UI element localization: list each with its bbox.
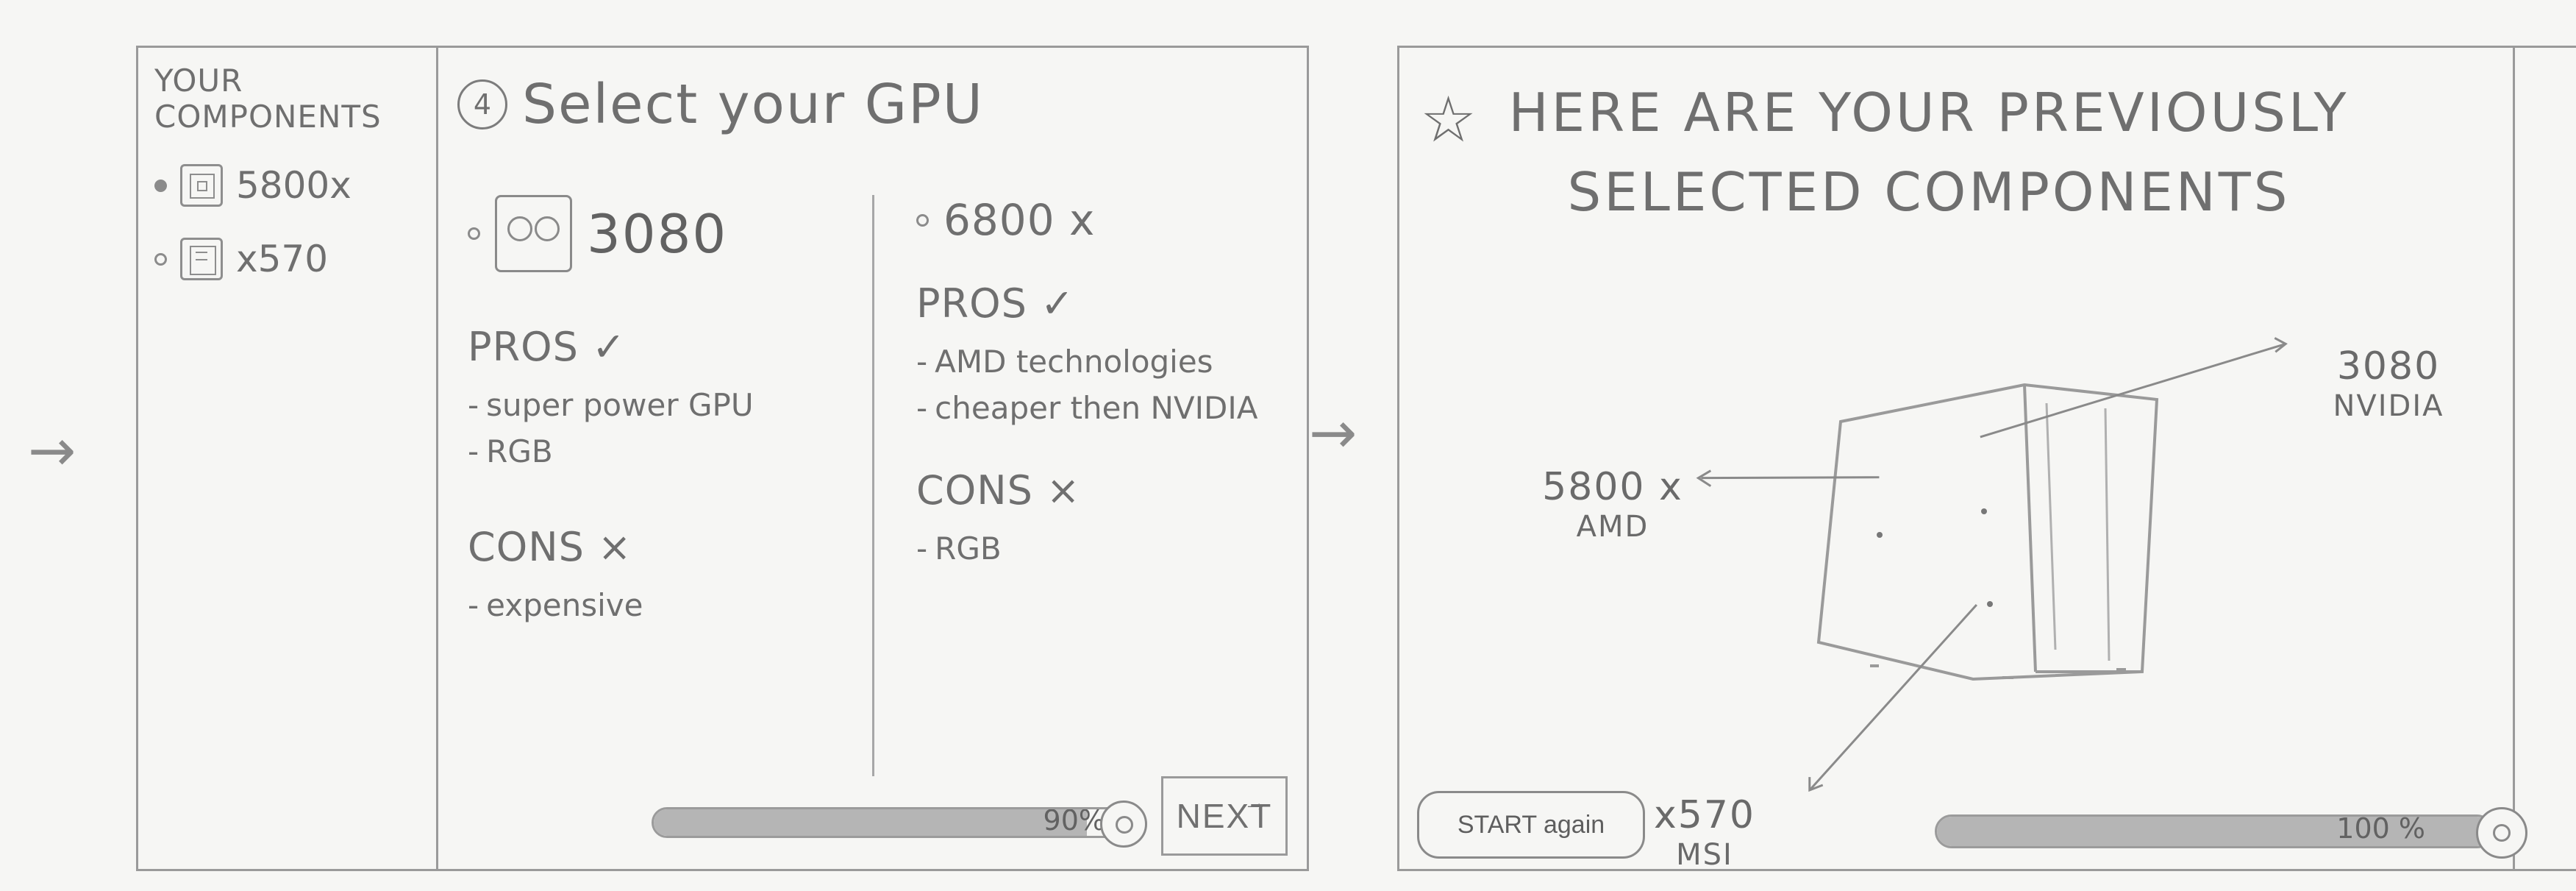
sidebar-item-motherboard-label: x570 [236,238,329,280]
gpu-selection-main: 4 Select your GPU 3080 PROS ✓ - super pow… [438,48,1307,869]
pc-case-illustration [1811,377,2190,709]
select-gpu-screen: YOUR COMPONENTS 5800x x570 4 Select your… [136,46,1309,871]
pros-item: - super power GPU [468,387,754,423]
cons-item: - expensive [468,587,643,624]
summary-screen: ☆ HERE ARE YOUR PREVIOUSLY SELECTED COMP… [1397,46,2527,872]
radio-icon[interactable] [916,213,929,227]
radio-selected-icon [154,179,167,192]
cons-heading: CONS × [916,467,1081,514]
progress-fill [654,809,1087,836]
motherboard-icon [180,238,223,280]
flow-arrow-middle: → [1309,400,1357,466]
gpu-option-3080[interactable]: 3080 PROS ✓ - super power GPU - RGB CONS ×… [468,195,843,631]
progress-bar: 100 % [1935,814,2494,848]
component-label-gpu: 3080 NVIDIA [2308,344,2469,423]
cons-heading: CONS × [468,524,632,571]
component-model: 3080 [2336,344,2441,388]
cpu-chip-icon [180,164,223,207]
component-brand: MSI [1676,837,1733,872]
component-brand: AMD [1576,509,1649,544]
star-icon: ☆ [1420,83,1477,157]
radio-icon[interactable] [468,227,480,240]
summary-title-line-1: HERE ARE YOUR PREVIOUSLY [1508,82,2350,143]
pros-item: - cheaper then NVIDIA [916,389,1258,426]
pros-item: - RGB [468,433,553,469]
component-brand: NVIDIA [2333,388,2444,423]
progress-label: 100 % [2336,814,2425,845]
pros-heading: PROS ✓ [468,324,627,370]
gpu-option-name: 6800 x [943,195,1096,245]
next-button[interactable]: → NEXT [1161,776,1288,856]
step-header: 4 Select your GPU [457,73,1288,136]
start-again-button[interactable]: START again [1417,791,1645,859]
cons-item: - RGB [916,530,1002,567]
your-components-sidebar: YOUR COMPONENTS 5800x x570 [138,48,438,869]
pc-case-icon [1816,383,2159,681]
gpu-options: 3080 PROS ✓ - super power GPU - RGB CONS ×… [468,195,1285,776]
sidebar-title: YOUR COMPONENTS [154,63,382,135]
next-screen-edge [2515,46,2576,871]
pros-item: - AMD technologies [916,344,1213,380]
flow-arrow-left: → [28,418,76,484]
progress-fill [1937,817,2491,846]
component-model: x570 [1653,793,1756,837]
sidebar-item-cpu-label: 5800x [236,164,352,207]
component-label-cpu: 5800 x AMD [1532,465,1694,544]
radio-icon [154,252,167,266]
gpu-card-icon [495,195,572,272]
option-divider [872,195,874,776]
progress-label: 90% [1043,807,1105,837]
gpu-option-6800x[interactable]: 6800 x PROS ✓ - AMD technologies - cheaper… [916,195,1262,575]
summary-title: HERE ARE YOUR PREVIOUSLY SELECTED COMPON… [1480,73,2377,232]
sidebar-item-cpu[interactable]: 5800x [154,164,420,207]
gpu-option-name: 3080 [587,202,728,265]
gpu-option-header: 6800 x [916,195,1262,245]
pros-heading: PROS ✓ [916,280,1075,327]
sidebar-item-motherboard[interactable]: x570 [154,238,420,280]
next-button-label: NEXT [1176,797,1273,835]
summary-title-line-2: SELECTED COMPONENTS [1567,161,2291,223]
component-label-motherboard: x570 MSI [1638,793,1771,872]
gpu-option-header: 3080 [468,195,843,272]
arrow-right-icon: → [1243,789,1269,817]
gear-icon [2476,807,2527,859]
component-model: 5800 x [1542,465,1683,509]
progress-bar: 90% [652,807,1137,838]
gear-icon [1100,801,1147,848]
step-number-badge: 4 [457,79,507,129]
page-title: Select your GPU [522,73,984,136]
